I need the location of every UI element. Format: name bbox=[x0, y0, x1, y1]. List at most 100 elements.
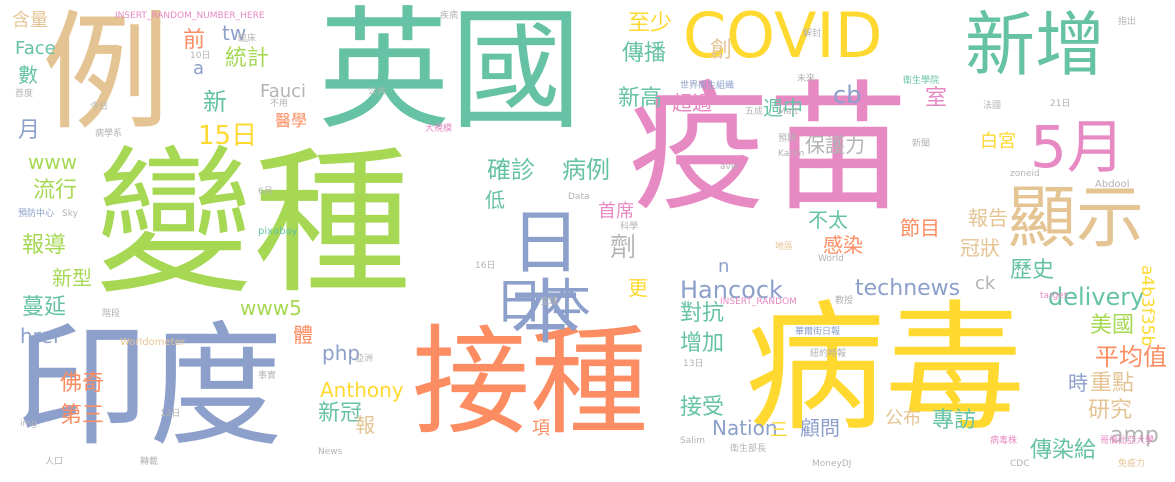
word-room: 室 bbox=[925, 86, 948, 111]
word-corona: 冠狀 bbox=[960, 236, 1000, 260]
word-fact: 事實 bbox=[258, 371, 277, 381]
word-key-point: 重點 bbox=[1090, 371, 1135, 396]
word-www5: www5 bbox=[240, 296, 302, 320]
word-tw: tw bbox=[222, 21, 247, 45]
word-php: php bbox=[322, 341, 361, 365]
word-insert-random-number: INSERT_RANDOM_NUMBER_HERE bbox=[115, 11, 265, 21]
word-create: 創 bbox=[710, 38, 733, 63]
word-low: 低 bbox=[485, 188, 505, 212]
word-sky: Sky bbox=[62, 209, 78, 219]
word-announce: 公布 bbox=[885, 408, 921, 429]
word-unlock: 解封 bbox=[803, 29, 822, 39]
word-moneydj: MoneyDJ bbox=[812, 459, 852, 469]
word-global: 全球 bbox=[540, 297, 559, 307]
word-professor: 教授 bbox=[835, 296, 854, 306]
word-more: 更 bbox=[628, 276, 648, 300]
word-world: World bbox=[818, 254, 844, 264]
word-nation: Nation bbox=[712, 416, 778, 440]
word-ck: ck bbox=[975, 273, 996, 294]
word-public-health-school: 衛生學院 bbox=[903, 76, 940, 86]
word-fight: 對抗 bbox=[680, 301, 725, 326]
word-face: Face bbox=[15, 38, 56, 59]
word-june: 6月 bbox=[258, 187, 273, 197]
word-population: 人口 bbox=[45, 457, 64, 467]
word-covid-new: 新冠 bbox=[318, 401, 363, 426]
word-epidemiology: 病學系 bbox=[95, 129, 123, 139]
word-disease: 疾病 bbox=[440, 11, 459, 21]
word-not-quite: 不太 bbox=[808, 208, 848, 232]
word-no-need: 不用 bbox=[270, 99, 289, 109]
word-nyt: 紐約時報 bbox=[810, 349, 847, 359]
word-matt: Matt bbox=[778, 107, 799, 117]
word-news-zh: 新聞 bbox=[912, 139, 931, 149]
word-virus: 病毒 bbox=[745, 288, 1026, 451]
word-protection: 保護力 bbox=[805, 133, 865, 157]
word-public: 公共 bbox=[368, 87, 387, 97]
word-salim: Salim bbox=[680, 436, 705, 446]
word-spread: 蔓延 bbox=[22, 295, 67, 320]
word-health-minister: 衛生部長 bbox=[730, 444, 767, 454]
word-vaccine: 疫苗 bbox=[628, 68, 909, 231]
word-reprint: 轉載 bbox=[140, 457, 159, 467]
word-interview: 專訪 bbox=[932, 408, 977, 433]
word-cases: 病例 bbox=[562, 156, 610, 184]
word-third: 第三 bbox=[60, 403, 105, 428]
word-15th: 15日 bbox=[198, 121, 258, 151]
word-today: 今日 bbox=[90, 102, 109, 112]
word-program: 節目 bbox=[900, 216, 940, 240]
word-usa: 美國 bbox=[1090, 313, 1135, 338]
word-number: 數 bbox=[18, 63, 38, 87]
word-worldometer: Worldometer bbox=[120, 337, 185, 348]
word-wsj: 華爾街日報 bbox=[795, 327, 841, 337]
word-first-time: 首度 bbox=[15, 89, 34, 99]
word-white-house: 白宮 bbox=[980, 131, 1016, 152]
word-clinical: 臨床 bbox=[238, 34, 257, 44]
word-uk: 英國 bbox=[318, 0, 582, 148]
word-a: a bbox=[193, 58, 205, 79]
word-midweek: 週中 bbox=[763, 96, 803, 120]
word-href: href bbox=[20, 324, 60, 348]
word-new-high: 新高 bbox=[618, 86, 663, 111]
word-at-least: 至少 bbox=[628, 11, 673, 36]
word-variant: 變種 bbox=[95, 132, 411, 316]
word-confirmed: 確診 bbox=[487, 156, 535, 184]
word-advisor: 顧問 bbox=[800, 416, 840, 440]
word-covid: COVID bbox=[683, 0, 883, 72]
word-img: img bbox=[20, 419, 37, 429]
word-avw: avw bbox=[720, 162, 739, 172]
word-karim: Karim bbox=[778, 149, 805, 159]
word-zoneid: zoneid bbox=[1010, 169, 1040, 179]
word-cdc: CDC bbox=[1010, 459, 1030, 469]
word-strain: 病毒株 bbox=[990, 436, 1018, 446]
word-france: 法國 bbox=[983, 101, 1002, 111]
word-technews: technews bbox=[855, 276, 961, 301]
word-hancock: Hancock bbox=[680, 276, 783, 304]
word-india: 印度 bbox=[15, 309, 284, 465]
word-www: www bbox=[28, 150, 78, 174]
word-research: 研究 bbox=[1088, 398, 1133, 423]
word-report-doc: 報告 bbox=[968, 206, 1008, 230]
word-japan-vertical: 日本 bbox=[499, 205, 581, 345]
word-hash: a4b3f35b bbox=[1137, 265, 1157, 347]
word-report: 報導 bbox=[22, 233, 67, 258]
word-content: 含量 bbox=[12, 10, 48, 31]
word-may: 5月 bbox=[1030, 113, 1125, 181]
word-show: 顯示 bbox=[1008, 179, 1145, 258]
word-increase: 增加 bbox=[680, 331, 725, 356]
word-chief: 首席 bbox=[598, 201, 634, 222]
word-blank: _blank bbox=[815, 159, 845, 169]
word-statistics: 統計 bbox=[225, 46, 270, 71]
word-science: 科學 bbox=[620, 222, 639, 232]
word-10th: 10日 bbox=[190, 51, 211, 61]
word-new-added: 新增 bbox=[965, 4, 1105, 86]
word-delivery: delivery bbox=[1048, 283, 1145, 311]
word-pointed-out: 指出 bbox=[1118, 17, 1137, 27]
word-data: Data bbox=[568, 192, 590, 202]
word-large-scale: 大規模 bbox=[425, 124, 453, 134]
word-region: 地區 bbox=[775, 242, 794, 252]
word-n: n bbox=[718, 256, 730, 277]
word-bao: 報 bbox=[355, 413, 375, 437]
word-fauci: Fauci bbox=[260, 81, 307, 102]
word-dose: 劑 bbox=[610, 233, 637, 263]
word-new-type: 新型 bbox=[52, 266, 92, 290]
